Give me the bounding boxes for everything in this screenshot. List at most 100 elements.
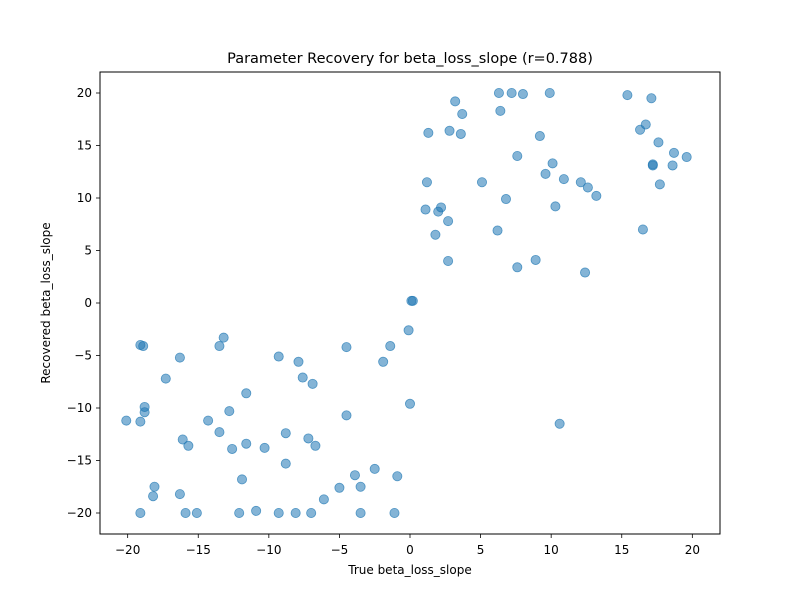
data-point (385, 341, 396, 352)
data-point (591, 190, 602, 201)
data-point (681, 152, 692, 163)
x-tick-label: −20 (115, 543, 140, 557)
data-point (180, 507, 191, 518)
data-point (148, 491, 159, 502)
data-point (334, 482, 345, 493)
data-point (378, 356, 389, 367)
data-point (290, 507, 301, 518)
data-point (506, 88, 517, 99)
data-point (421, 177, 432, 188)
data-point (273, 507, 284, 518)
data-point (293, 356, 304, 367)
data-point (647, 160, 658, 171)
data-point (420, 204, 431, 215)
data-point (280, 428, 291, 439)
data-point (544, 88, 555, 99)
data-point (218, 332, 229, 343)
data-point (476, 177, 487, 188)
data-point (149, 481, 160, 492)
y-tick-label: −5 (74, 349, 92, 363)
x-tick-label: 15 (614, 543, 629, 557)
data-point (214, 427, 225, 438)
data-point (389, 507, 400, 518)
data-point (554, 418, 565, 429)
data-point (512, 150, 523, 161)
x-tick-label: −5 (331, 543, 349, 557)
data-point (495, 105, 506, 116)
data-point (547, 158, 558, 169)
x-tick-label: 10 (544, 543, 559, 557)
data-point (224, 406, 235, 417)
x-tick-label: 20 (685, 543, 700, 557)
data-point (558, 174, 569, 185)
x-tick-label: 0 (406, 543, 414, 557)
data-point (355, 507, 366, 518)
data-point (444, 125, 455, 136)
data-point (493, 88, 504, 99)
data-point (443, 255, 454, 266)
data-point (404, 398, 415, 409)
data-point (273, 351, 284, 362)
data-point (653, 137, 664, 148)
y-tick-label: 5 (84, 244, 92, 258)
data-point (227, 443, 238, 454)
data-point (214, 341, 225, 352)
data-point (430, 229, 441, 240)
data-point (297, 372, 308, 383)
points-layer (121, 88, 692, 518)
data-point (174, 489, 185, 500)
data-point (355, 481, 366, 492)
data-point (646, 93, 657, 104)
data-point (191, 507, 202, 518)
data-point (135, 416, 146, 427)
data-point (341, 342, 352, 353)
data-point (668, 147, 679, 158)
data-point (341, 410, 352, 421)
data-point (443, 216, 454, 227)
data-point (307, 378, 318, 389)
data-point (139, 401, 150, 412)
data-point (492, 225, 503, 236)
x-tick-label: 5 (477, 543, 485, 557)
y-tick-label: −15 (67, 454, 92, 468)
y-tick-label: −20 (67, 506, 92, 520)
y-tick-label: 10 (77, 191, 92, 205)
data-point (403, 325, 414, 336)
data-point (455, 128, 466, 139)
data-point (135, 507, 146, 518)
y-tick-label: −10 (67, 401, 92, 415)
data-point (369, 463, 380, 474)
data-point (637, 224, 648, 235)
data-point (550, 201, 561, 212)
data-point (540, 168, 551, 179)
data-point (303, 433, 314, 444)
data-point (407, 295, 418, 306)
data-point (318, 494, 329, 505)
data-point (121, 415, 132, 426)
data-point (450, 96, 461, 107)
y-tick-label: 15 (77, 139, 92, 153)
data-point (436, 202, 447, 213)
data-point (203, 415, 214, 426)
data-point (237, 474, 248, 485)
data-point (160, 373, 171, 384)
data-point (259, 442, 270, 453)
data-point (500, 194, 511, 205)
data-point (654, 179, 665, 190)
data-point (251, 505, 262, 516)
y-axis-label: Recovered beta_loss_slope (39, 222, 53, 383)
y-tick-label: 20 (77, 86, 92, 100)
data-point (667, 160, 678, 171)
x-tick-label: −10 (256, 543, 281, 557)
data-point (183, 440, 194, 451)
x-ticks: −20 −15 −10 −5 0 5 10 15 20 (115, 534, 700, 557)
data-point (306, 507, 317, 518)
data-point (582, 182, 593, 193)
x-tick-label: −15 (186, 543, 211, 557)
data-point (392, 471, 403, 482)
data-point (310, 440, 321, 451)
data-point (640, 119, 651, 130)
data-point (280, 458, 291, 469)
chart-title: Parameter Recovery for beta_loss_slope (… (227, 51, 593, 67)
